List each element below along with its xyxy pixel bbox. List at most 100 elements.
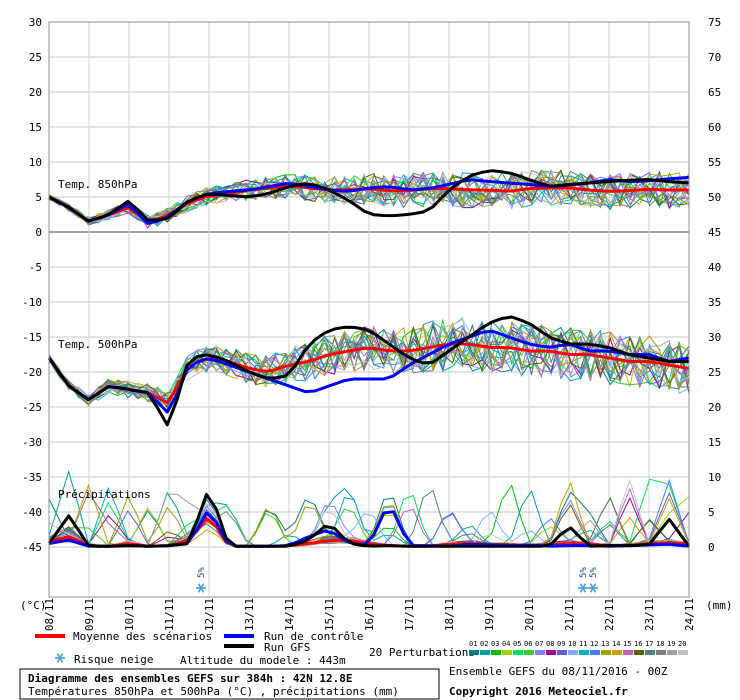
perturbation-swatch-20: [678, 650, 688, 655]
legend-gfs-label: Run GFS: [264, 641, 310, 654]
snowflake-stroke: [579, 583, 587, 593]
x-tick-label: 21/11: [563, 598, 576, 631]
perturbation-swatch-09: [557, 650, 567, 655]
right-tick-label: 30: [708, 331, 721, 344]
precip-section-label: Précipitations: [58, 488, 151, 501]
right-tick-label: 10: [708, 471, 721, 484]
x-tick-label: 09/11: [83, 598, 96, 631]
perturbation-swatch-17: [645, 650, 655, 655]
x-tick-label: 18/11: [443, 598, 456, 631]
ensemble-date: Ensemble GEFS du 08/11/2016 - 00Z: [449, 665, 668, 678]
snowflake-stroke: [589, 583, 597, 593]
perturbation-t500-16: [48, 324, 690, 409]
x-tick-label: 11/11: [163, 598, 176, 631]
x-tick-label: 19/11: [483, 598, 496, 631]
right-tick-label: 45: [708, 226, 721, 239]
snow-risk-percent: 5%: [589, 567, 599, 578]
plot-frame: [48, 21, 690, 598]
legend-control-label: Run de contrôle: [264, 630, 363, 643]
snow-risk-percent: 5%: [579, 567, 589, 578]
right-tick-label: 20: [708, 401, 721, 414]
right-tick-label: 60: [708, 121, 721, 134]
perturbation-id-14: 14: [612, 640, 620, 648]
perturbation-swatch-11: [579, 650, 589, 655]
t850-section-label: Temp. 850hPa: [58, 178, 137, 191]
legend-mean-label: Moyenne des scénarios: [73, 630, 212, 643]
perturbation-swatch-04: [502, 650, 512, 655]
left-tick-label: 15: [29, 121, 42, 134]
perturbation-id-20: 20: [678, 640, 686, 648]
series-ctrl_t500: [47, 329, 690, 414]
right-tick-label: 25: [708, 366, 721, 379]
x-tick-label: 16/11: [363, 598, 376, 631]
left-tick-label: 30: [29, 16, 42, 29]
right-tick-label: 0: [708, 541, 715, 554]
left-tick-label: -5: [29, 261, 42, 274]
left-tick-label: 10: [29, 156, 42, 169]
perturbation-id-09: 09: [557, 640, 565, 648]
snow-risk-icon: [588, 583, 598, 593]
perturbation-swatch-16: [634, 650, 644, 655]
series-gfs_precip: [47, 492, 691, 548]
right-tick-label: 5: [708, 506, 715, 519]
perturbation-id-06: 06: [524, 640, 532, 648]
left-tick-label: 0: [35, 226, 42, 239]
perturbation-id-15: 15: [623, 640, 631, 648]
perturbations-label: 20 Perturbations: [369, 646, 475, 659]
perturbation-id-01: 01: [469, 640, 477, 648]
left-tick-label: -30: [22, 436, 42, 449]
perturbation-t850-16: [48, 169, 690, 226]
right-tick-label: 15: [708, 436, 721, 449]
perturbation-color-legend: 01 02 03 04 05 06 07 08 09 10 11 12 13 14 15 16 17 18 19 20: [469, 640, 688, 655]
left-tick-label: -25: [22, 401, 42, 414]
x-tick-label: 10/11: [123, 598, 136, 631]
x-tick-label: 17/11: [403, 598, 416, 631]
chart-grid: [48, 21, 690, 597]
copyright: Copyright 2016 Meteociel.fr: [449, 685, 628, 698]
perturbation-swatch-10: [568, 650, 578, 655]
x-tick-label: 20/11: [523, 598, 536, 631]
snow-risk-icon: [578, 583, 588, 593]
x-tick-label: 13/11: [243, 598, 256, 631]
left-tick-label: -10: [22, 296, 42, 309]
perturbation-id-07: 07: [535, 640, 543, 648]
perturbation-id-11: 11: [579, 640, 587, 648]
snow-risk-percent: 5%: [197, 567, 207, 578]
right-tick-label: 50: [708, 191, 721, 204]
snow-risk-icon: [196, 583, 206, 593]
perturbation-swatch-15: [623, 650, 633, 655]
series-gfs_t850: [48, 169, 690, 223]
perturbation-swatch-08: [546, 650, 556, 655]
x-tick-label: 23/11: [643, 598, 656, 631]
snowflake-stroke: [197, 583, 205, 593]
right-tick-label: 65: [708, 86, 721, 99]
legend-altitude-label: Altitude du modele : 443m: [180, 654, 346, 667]
series-mean_t500: [47, 342, 690, 404]
left-tick-label: -45: [22, 541, 42, 554]
right-tick-label: 55: [708, 156, 721, 169]
x-tick-label: 08/11: [43, 598, 56, 631]
left-tick-label: -35: [22, 471, 42, 484]
right-tick-label: 35: [708, 296, 721, 309]
left-axis-unit: (°C): [20, 599, 47, 612]
perturbation-swatch-01: [469, 650, 479, 655]
legend-snow-label: Risque neige: [74, 653, 153, 666]
perturbation-id-05: 05: [513, 640, 521, 648]
perturbation-swatch-07: [535, 650, 545, 655]
perturbation-id-12: 12: [590, 640, 598, 648]
perturbation-id-08: 08: [546, 640, 554, 648]
perturbation-id-18: 18: [656, 640, 664, 648]
footer-title: Diagramme des ensembles GEFS sur 384h : …: [28, 672, 353, 685]
perturbation-swatch-12: [590, 650, 600, 655]
left-tick-label: 5: [35, 191, 42, 204]
left-tick-label: 20: [29, 86, 42, 99]
perturbation-swatch-03: [491, 650, 501, 655]
footer-subtitle: Températures 850hPa et 500hPa (°C) , pré…: [28, 685, 399, 698]
left-tick-label: -40: [22, 506, 42, 519]
left-tick-label: -20: [22, 366, 42, 379]
right-tick-label: 75: [708, 16, 721, 29]
snowflake-icon: [55, 653, 65, 663]
x-tick-label: 12/11: [203, 598, 216, 631]
